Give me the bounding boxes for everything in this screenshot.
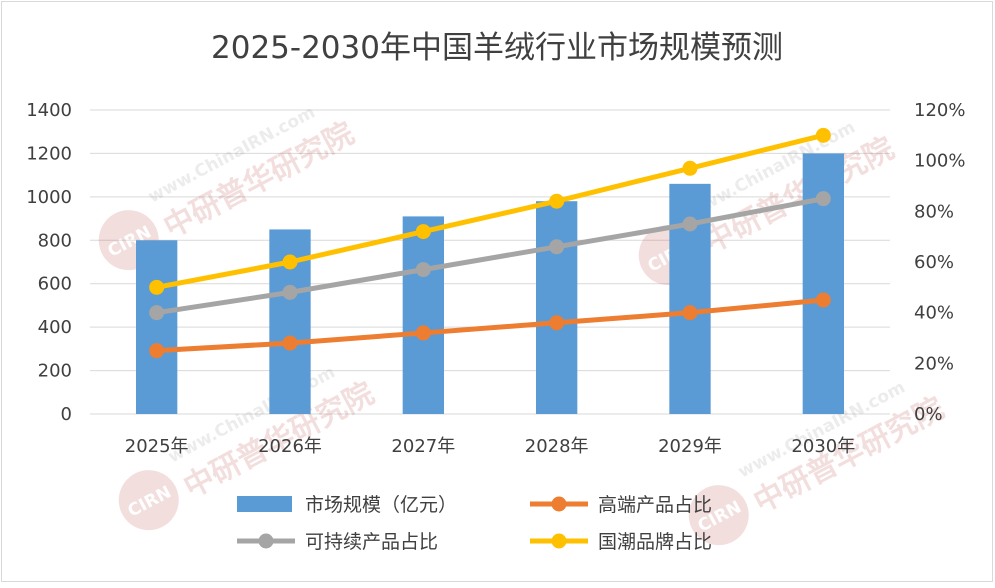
chart-title: 2025-2030年中国羊绒行业市场规模预测 [211, 30, 783, 66]
data-point [549, 315, 565, 331]
line-series [149, 127, 831, 359]
legend-marker [258, 533, 274, 549]
x-tick-label: 2030年 [791, 436, 855, 457]
y-left-tick-label: 200 [38, 361, 72, 382]
data-point [149, 279, 165, 295]
data-point [415, 325, 431, 341]
series-line [154, 196, 826, 316]
watermark-logo-circle [118, 470, 179, 531]
bar [402, 216, 444, 414]
watermark-logo-circle [688, 485, 749, 546]
y-left-tick-label: 1000 [26, 187, 72, 208]
data-point [282, 284, 298, 300]
x-tick-label: 2026年 [258, 436, 322, 457]
y-right-tick-label: 80% [914, 201, 954, 222]
data-point [549, 193, 565, 209]
y-left-tick-label: 1200 [26, 143, 72, 164]
data-point [282, 335, 298, 351]
y-right-tick-label: 0% [914, 404, 943, 425]
legend-swatch [237, 496, 292, 512]
legend-label: 可持续产品占比 [305, 531, 438, 553]
y-right-tick-label: 100% [914, 151, 965, 172]
bar [536, 201, 578, 414]
series-line [154, 132, 826, 290]
y-right-tick-label: 60% [914, 252, 954, 273]
series-line [154, 297, 826, 354]
legend-marker [551, 533, 567, 549]
data-point [815, 292, 831, 308]
legend-label: 高端产品占比 [598, 494, 712, 516]
data-point [682, 216, 698, 232]
data-point [549, 239, 565, 255]
x-tick-label: 2029年 [658, 436, 722, 457]
data-point [149, 343, 165, 359]
y-left-tick-label: 600 [38, 274, 72, 295]
bar [136, 240, 178, 414]
legend-label: 市场规模（亿元） [305, 494, 457, 516]
data-point [415, 262, 431, 278]
x-tick-label: 2028年 [525, 436, 589, 457]
data-point [815, 127, 831, 143]
data-point [815, 191, 831, 207]
y-right-tick-label: 40% [914, 303, 954, 324]
y-right-tick-label: 120% [914, 100, 965, 121]
y-left-tick-label: 1400 [26, 100, 72, 121]
axis-labels: 0 200 400 600 800 1000 1200 1400 0% 20% 40% 60% 80% 1… [26, 100, 965, 457]
x-tick-label: 2027年 [391, 436, 455, 457]
legend-label: 国潮品牌占比 [598, 531, 712, 553]
data-point [682, 305, 698, 321]
y-left-tick-label: 400 [38, 317, 72, 338]
data-point [682, 160, 698, 176]
data-point [149, 305, 165, 321]
data-point [282, 254, 298, 270]
y-right-tick-label: 20% [914, 353, 954, 374]
legend-marker [551, 496, 567, 512]
data-point [415, 224, 431, 240]
x-tick-label: 2025年 [125, 436, 189, 457]
y-left-tick-label: 800 [38, 230, 72, 251]
y-left-tick-label: 0 [61, 404, 72, 425]
